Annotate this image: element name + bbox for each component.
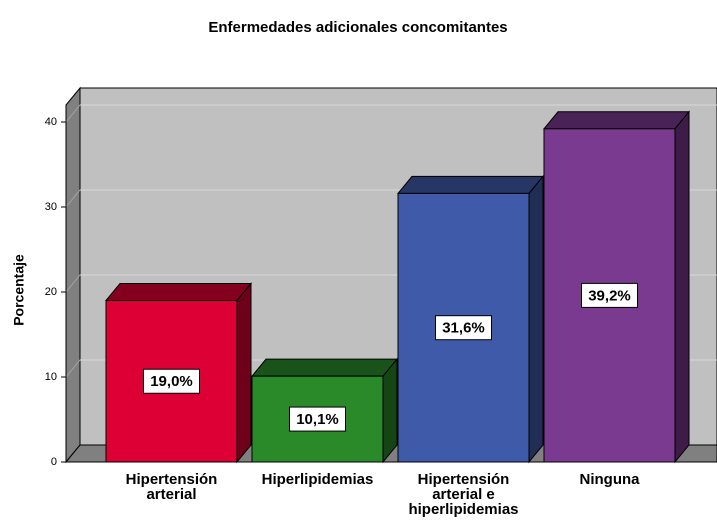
- value-label-box: [581, 282, 638, 308]
- bar-top: [542, 111, 691, 130]
- value-label: 39,2%: [588, 287, 631, 304]
- grid-line-side: [65, 359, 81, 378]
- bar-top: [396, 175, 545, 194]
- value-label: 31,6%: [442, 320, 485, 337]
- value-label-box: [289, 406, 346, 432]
- y-tick-label: 0: [51, 456, 57, 468]
- bar-side: [236, 282, 252, 464]
- y-tick-label: 30: [45, 201, 57, 213]
- y-tick-label: 40: [45, 116, 57, 128]
- x-tick-label: Hipertensión arterial e hiperlipidemias: [408, 471, 519, 518]
- y-tick-label: 10: [45, 371, 57, 383]
- x-tick-label: Hipertensión arterial: [125, 471, 218, 503]
- left-wall: [65, 86, 81, 464]
- bar-top: [250, 358, 399, 377]
- value-label-box: [435, 315, 492, 341]
- y-tick-label: 20: [45, 286, 57, 298]
- bar-side: [382, 357, 398, 464]
- grid-line-side: [65, 189, 81, 208]
- chart-title: Enfermedades adicionales concomitantes: [208, 19, 507, 36]
- bar-top: [104, 283, 253, 301]
- x-tick-label: Hiperlipidemias: [261, 471, 374, 488]
- x-tick-label: Ninguna: [579, 471, 640, 488]
- grid-line-side: [65, 104, 81, 123]
- bar-side: [674, 110, 690, 464]
- value-label-box: [143, 368, 200, 394]
- bar-side: [528, 175, 544, 464]
- value-label: 10,1%: [296, 411, 339, 428]
- y-axis-label: Porcentaje: [11, 254, 27, 326]
- value-label: 19,0%: [150, 373, 193, 390]
- grid-line-side: [65, 274, 81, 293]
